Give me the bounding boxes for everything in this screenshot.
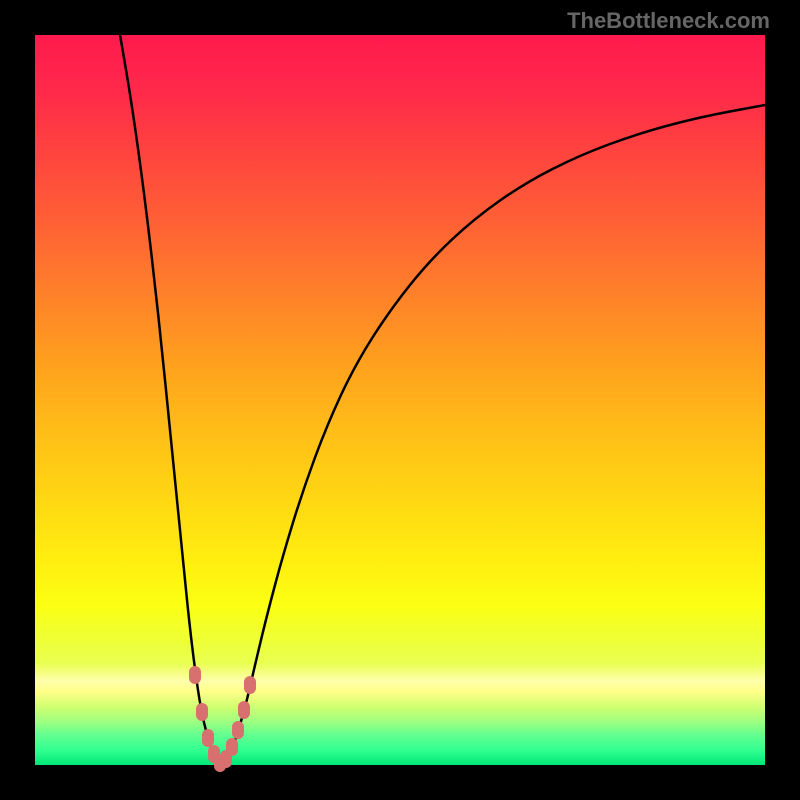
curve-marker bbox=[238, 701, 250, 719]
curve-marker bbox=[226, 738, 238, 756]
watermark-text: TheBottleneck.com bbox=[567, 8, 770, 34]
curve-marker bbox=[244, 676, 256, 694]
bottleneck-curve bbox=[35, 35, 765, 765]
curve-marker bbox=[232, 721, 244, 739]
bottleneck-chart bbox=[35, 35, 765, 765]
curve-marker bbox=[196, 703, 208, 721]
curve-marker bbox=[189, 666, 201, 684]
